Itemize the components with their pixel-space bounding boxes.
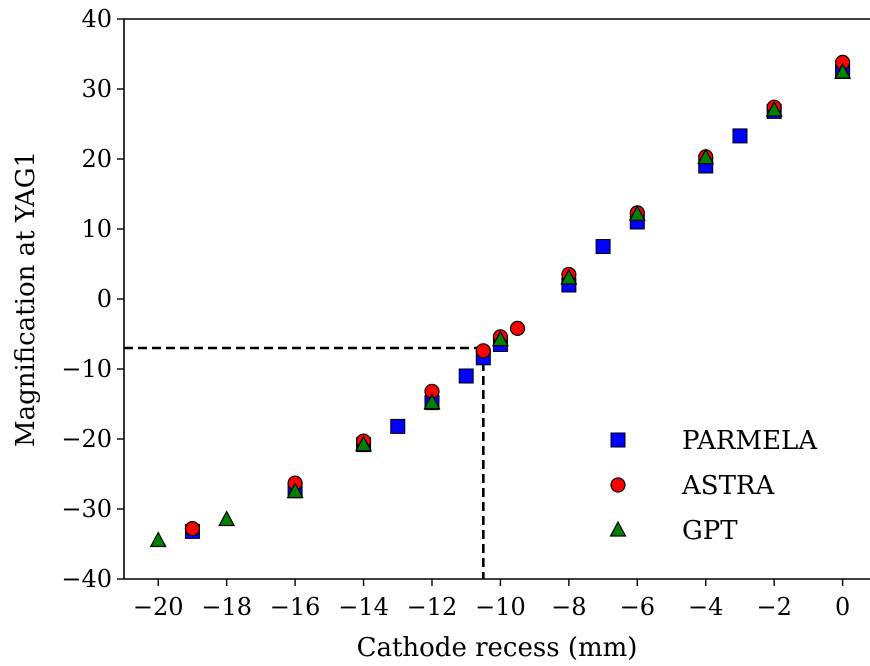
gpt-point bbox=[218, 510, 236, 527]
parmela-point bbox=[595, 239, 611, 254]
astra-point bbox=[509, 320, 526, 336]
y-tick-label: 0 bbox=[97, 285, 112, 313]
axes bbox=[117, 18, 870, 586]
data-points bbox=[149, 54, 852, 548]
legend-label-astra: ASTRA bbox=[681, 471, 776, 501]
gpt-point bbox=[491, 330, 509, 347]
legend-label-gpt: GPT bbox=[682, 516, 738, 546]
tick-labels: −20 −18 −16 −14 −12 −10 −8 −6 −4 −2 0−40−30−20−100… bbox=[61, 5, 850, 621]
x-tick-label: −16 bbox=[270, 593, 321, 621]
astra-point bbox=[475, 343, 491, 359]
x-axis-label: Cathode recess (mm) bbox=[357, 633, 638, 663]
gpt-point bbox=[286, 482, 304, 499]
y-tick-label: −10 bbox=[61, 355, 112, 383]
x-tick-label: −6 bbox=[620, 593, 655, 621]
y-tick-label: 40 bbox=[81, 5, 112, 33]
legend-marker-parmela bbox=[610, 432, 626, 448]
gpt-point bbox=[628, 205, 646, 221]
series-astra bbox=[184, 54, 851, 537]
astra-point bbox=[184, 520, 201, 537]
x-tick-label: −12 bbox=[407, 593, 458, 621]
x-tick-label: −18 bbox=[201, 593, 252, 621]
y-tick-label: −40 bbox=[61, 565, 112, 593]
legend: PARMELA ASTRA GPT bbox=[609, 426, 818, 546]
x-tick-label: −4 bbox=[688, 593, 723, 621]
y-axis-label: Magnification at YAG1 bbox=[11, 151, 41, 447]
y-tick-label: −30 bbox=[61, 495, 112, 523]
gpt-point bbox=[149, 531, 167, 548]
y-tick-label: −20 bbox=[61, 425, 112, 453]
x-tick-label: 0 bbox=[835, 593, 850, 621]
series-gpt bbox=[149, 62, 852, 548]
gpt-point bbox=[697, 148, 715, 165]
gpt-point bbox=[560, 268, 578, 285]
reference-lines bbox=[124, 346, 485, 579]
legend-label-parmela: PARMELA bbox=[682, 426, 818, 456]
series-parmela bbox=[184, 64, 851, 539]
x-tick-label: −10 bbox=[475, 593, 526, 621]
x-tick-label: −20 bbox=[133, 593, 184, 621]
x-tick-label: −14 bbox=[338, 593, 389, 621]
gpt-point bbox=[834, 62, 852, 79]
parmela-point bbox=[390, 418, 406, 434]
gpt-point bbox=[423, 393, 441, 410]
y-tick-label: 20 bbox=[81, 145, 112, 173]
parmela-point bbox=[732, 128, 748, 144]
legend-marker-gpt bbox=[609, 520, 627, 537]
parmela-point bbox=[458, 368, 474, 384]
legend-marker-astra bbox=[610, 477, 626, 493]
gpt-point bbox=[765, 100, 783, 117]
y-tick-label: 10 bbox=[81, 215, 112, 243]
y-tick-label: 30 bbox=[81, 75, 112, 103]
x-tick-label: −8 bbox=[551, 593, 586, 621]
x-tick-label: −2 bbox=[756, 593, 791, 621]
gpt-point bbox=[355, 435, 373, 452]
